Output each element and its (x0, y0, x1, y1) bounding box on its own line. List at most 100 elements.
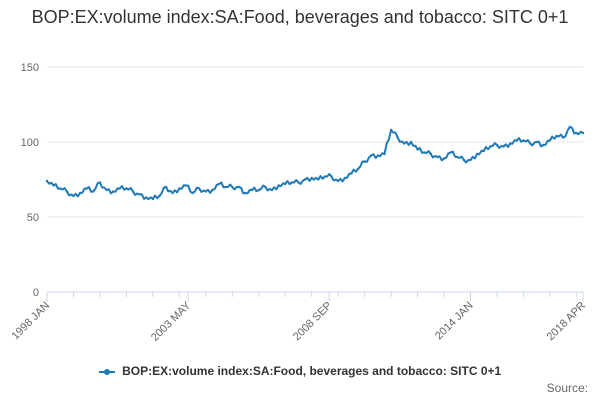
data-point (65, 190, 69, 193)
data-point (191, 191, 194, 195)
data-point (575, 131, 578, 135)
x-tick-label: 2008 SEP (291, 300, 335, 344)
y-tick-label: 150 (21, 62, 39, 74)
data-point (403, 142, 406, 145)
data-point (376, 154, 380, 157)
x-tick-label: 2003 MAY (149, 299, 194, 344)
data-point (515, 139, 518, 142)
data-point (231, 185, 234, 189)
data-point (323, 175, 327, 178)
data-point (356, 167, 360, 171)
y-tick-label: 0 (33, 287, 39, 299)
data-point (542, 143, 545, 147)
data-point (449, 151, 452, 154)
x-tick-label: 1998 JAN (9, 300, 52, 343)
data-point (178, 187, 181, 190)
data-point (383, 152, 386, 156)
data-point (118, 187, 122, 190)
data-point (429, 152, 432, 156)
data-point (290, 181, 293, 184)
data-point (370, 154, 373, 157)
data-point (423, 151, 426, 154)
series-line (46, 126, 584, 201)
data-point (548, 139, 552, 142)
y-tick-label: 100 (21, 137, 39, 149)
x-tick-label: 2018 APR (545, 300, 589, 344)
data-point (495, 143, 499, 147)
data-point (396, 136, 399, 139)
data-point (436, 155, 439, 159)
data-point (330, 175, 333, 178)
data-point (211, 188, 214, 192)
data-point (528, 142, 532, 145)
data-point (98, 181, 102, 184)
data-point (489, 145, 492, 148)
data-point (350, 172, 353, 175)
data-point (224, 185, 227, 189)
legend-line-icon (98, 367, 115, 377)
data-point (475, 152, 479, 156)
data-point (277, 184, 280, 187)
data-point (409, 140, 413, 144)
data-point (581, 131, 585, 135)
data-point (145, 196, 148, 199)
data-point (78, 191, 82, 195)
data-point (502, 145, 505, 148)
data-point (442, 157, 446, 160)
data-point (45, 179, 49, 183)
data-point (164, 185, 168, 189)
data-point (555, 134, 558, 138)
data-point (270, 188, 274, 192)
data-point (337, 179, 340, 183)
chart-title: BOP:EX:volume index:SA:Food, beverages a… (31, 7, 569, 27)
data-point (303, 178, 307, 181)
data-point (568, 125, 571, 129)
data-point (105, 188, 108, 192)
tick-labels: 0 50 100 150 1998 JAN 2003 MAY 2008 SEP 2014 JA… (9, 62, 588, 344)
legend[interactable]: BOP:EX:volume index:SA:Food, beverages a… (0, 364, 600, 378)
data-point (297, 181, 300, 184)
data-point (217, 182, 221, 186)
data-point (112, 190, 115, 193)
data-point (92, 190, 95, 193)
data-point (363, 160, 366, 163)
data-point (264, 185, 267, 189)
data-point (509, 142, 512, 145)
data-point (244, 191, 247, 195)
data-point (561, 136, 565, 139)
data-point (343, 176, 346, 180)
x-axis (46, 291, 584, 302)
data-point (138, 193, 141, 196)
data-point (284, 182, 287, 186)
data-point (482, 149, 485, 153)
x-tick-label: 2014 JAN (433, 300, 476, 343)
data-point (416, 148, 419, 151)
data-point (85, 187, 88, 190)
data-point (184, 184, 188, 187)
data-point (257, 188, 260, 192)
data-point (171, 191, 174, 195)
data-point (522, 139, 525, 142)
data-point (237, 185, 241, 189)
source-credits: Source: (546, 381, 588, 395)
data-point (469, 158, 472, 162)
data-point (59, 187, 62, 190)
data-point (389, 128, 393, 132)
data-point (198, 187, 201, 190)
data-point (462, 158, 466, 162)
data-point (317, 178, 320, 181)
data-point (310, 176, 313, 180)
data-point (72, 194, 75, 198)
data-point (250, 188, 254, 192)
data-point (131, 190, 135, 193)
data-point (456, 155, 459, 159)
y-tick-label: 50 (27, 212, 39, 224)
data-point (158, 194, 161, 198)
data-point (52, 184, 55, 187)
data-point (151, 197, 155, 201)
legend-label: BOP:EX:volume index:SA:Food, beverages a… (122, 364, 502, 378)
data-point (204, 190, 207, 193)
data-point (125, 187, 128, 190)
series-layer (45, 125, 585, 201)
